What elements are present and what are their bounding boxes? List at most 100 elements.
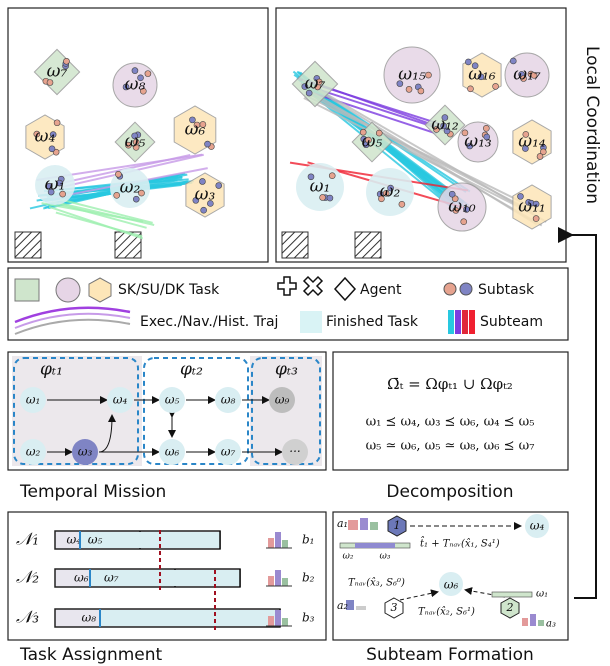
- legend-agent: Agent: [360, 282, 402, 298]
- node-label: ω₄: [113, 393, 128, 407]
- phase-label: φₜ₁: [40, 360, 63, 380]
- path-shape: [304, 277, 322, 295]
- path-shape: [335, 278, 355, 300]
- subteam-label: a₃: [546, 619, 556, 630]
- subteam-label: ω₃: [380, 552, 391, 562]
- subteam-label: 1: [394, 519, 401, 532]
- task-label: ω₇: [305, 74, 326, 94]
- segment-label: ω₇: [104, 571, 119, 585]
- subtask-dot: [418, 88, 424, 94]
- rect-shape: [360, 518, 368, 530]
- legend-subtask: Subtask: [478, 282, 535, 298]
- rect-shape: [538, 620, 544, 626]
- legend-task: SK/SU/DK Task: [118, 282, 220, 298]
- budget-label: b₃: [302, 611, 315, 625]
- subteam-label: a₁: [337, 517, 348, 530]
- legend-subteam: Subteam: [480, 314, 543, 330]
- budget-bar: [275, 570, 281, 586]
- circle-shape: [460, 283, 472, 295]
- node-label: ···: [289, 445, 300, 459]
- task-label: ω₁₅: [398, 65, 426, 85]
- subteam-label: a₂: [337, 599, 348, 612]
- subtask-dot: [132, 68, 138, 74]
- polygon-shape: [89, 278, 111, 302]
- subteam-label: ω₁: [536, 589, 548, 600]
- budget-bar: [275, 610, 281, 626]
- subteam-label: ω₄: [530, 519, 545, 533]
- subteam-label: ω₆: [444, 578, 459, 592]
- segment-label: ω₈: [81, 611, 96, 625]
- assignment: 𝒩₁ω₄ω₅b₁𝒩₂ω₆ω₇b₂𝒩₃ω₈b₃: [16, 530, 315, 631]
- figure: ω₇ω₈ω₄ω₆ω₅ω₁ω₂ω₃ ω₇ω₁₅ω₁₆ω₁₇ω₁₂ω₅ω₁₃ω₁₄ω…: [0, 0, 610, 666]
- subteam-label: 3: [391, 601, 398, 614]
- legend-traj: Exec./Nav./Hist. Traj: [140, 314, 278, 330]
- subtask-dot: [461, 219, 467, 225]
- rect-shape: [300, 311, 322, 333]
- task-label: ω₂: [380, 182, 401, 202]
- subtask-dot: [425, 72, 431, 78]
- rect-shape: [348, 520, 358, 530]
- node-label: ω₉: [275, 393, 290, 407]
- subtask-dot: [483, 125, 489, 131]
- subtask-dot: [205, 141, 211, 147]
- rect-shape: [448, 310, 454, 334]
- node-label: ω₅: [165, 393, 180, 407]
- budget-label: b₁: [302, 533, 315, 547]
- task-label: ω₃: [195, 185, 216, 205]
- task-label: ω₅: [362, 132, 383, 152]
- task-label: ω₁₀: [448, 197, 476, 217]
- agent-label: 𝒩₂: [16, 568, 39, 588]
- budget-bar: [268, 576, 274, 586]
- budget-label: b₂: [302, 571, 315, 585]
- task-label: ω₅: [125, 132, 146, 152]
- node-label: ω₃: [78, 445, 93, 459]
- decomp-line: ω₁ ⪯ ω₄, ω₃ ⪯ ω₆, ω₄ ⪯ ω₅: [366, 415, 535, 430]
- task-label: ω₁: [45, 175, 66, 195]
- subtask-dot: [537, 153, 543, 159]
- segment-label: ω₅: [88, 533, 103, 547]
- done-part: [100, 610, 280, 626]
- obstacle: [282, 232, 308, 258]
- subtask-dot: [54, 120, 60, 126]
- trajectory: [309, 91, 542, 226]
- task-label: ω₁₃: [464, 132, 492, 152]
- decomp-caption: Decomposition: [386, 482, 513, 502]
- rect-shape: [530, 614, 536, 626]
- phase-label: φₜ₂: [180, 360, 203, 380]
- task-label: ω₁₆: [468, 65, 496, 85]
- node-label: ω₆: [165, 445, 180, 459]
- decomp-line: ω₅ ≃ ω₆, ω₅ ≃ ω₈, ω₆ ⪯ ω₇: [366, 439, 535, 454]
- subteam-label: t̂₁ + Tₙₐᵥ(x̂₁, S₄¹): [420, 536, 500, 549]
- agent-label: 𝒩₁: [16, 530, 39, 550]
- subtask-dot: [49, 146, 55, 152]
- path-shape: [400, 592, 437, 600]
- circle-shape: [56, 278, 80, 302]
- decomp-line: Ω̄ₜ = Ωφₜ₁ ∪ Ωφₜ₂: [387, 375, 513, 393]
- subtask-dot: [115, 171, 121, 177]
- path-shape: [278, 277, 296, 295]
- budget-bar: [268, 538, 274, 548]
- side-label: Local Coordination: [582, 46, 602, 204]
- budget-bar: [282, 578, 288, 586]
- budget-bar: [282, 540, 288, 548]
- node-label: ω₈: [221, 393, 236, 407]
- subteam-label: ω₂: [343, 552, 354, 562]
- node-label: ω₁: [26, 393, 41, 407]
- task-label: ω₁₄: [518, 132, 546, 152]
- rect-shape: [462, 310, 468, 334]
- rect-shape: [492, 592, 532, 597]
- subtask-dot: [399, 201, 405, 207]
- task-label: ω₇: [47, 62, 68, 82]
- agent-label: 𝒩₃: [16, 608, 39, 628]
- subtask-dot: [467, 86, 473, 92]
- legend: SK/SU/DK Task Agent Subtask Exec./Nav./H…: [15, 277, 543, 334]
- circle-shape: [444, 283, 456, 295]
- rect-shape: [522, 618, 528, 626]
- subteam-label: Tₙₐᵥ(x̂₂, S₆¹): [418, 607, 475, 618]
- rect-shape: [356, 606, 366, 610]
- task-label: ω₆: [185, 120, 206, 140]
- subteam-caption: Subteam Formation: [366, 645, 534, 665]
